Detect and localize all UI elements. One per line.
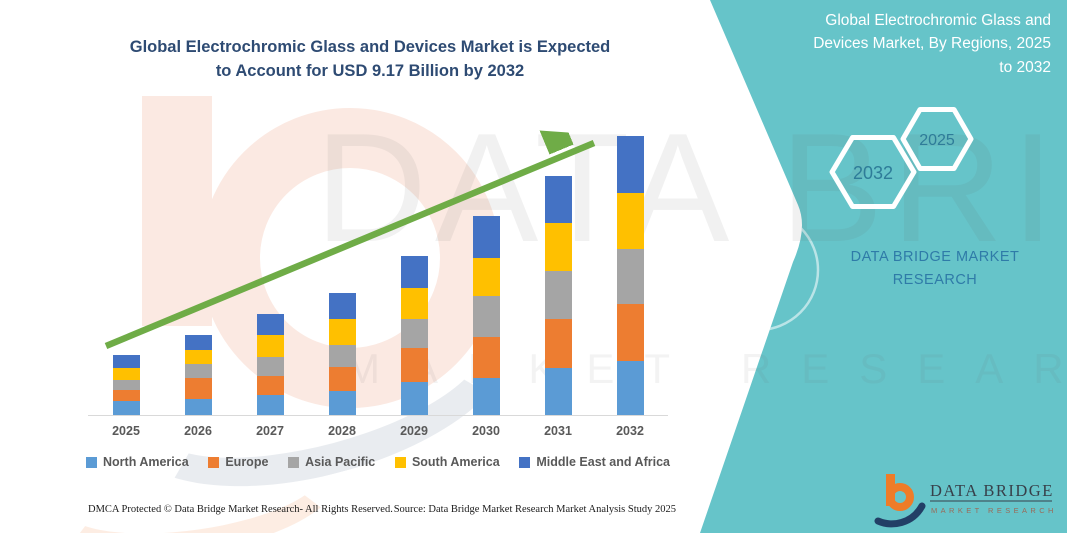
bar-segment-2031-asia-pacific	[544, 271, 572, 319]
bar-segment-2025-asia-pacific	[112, 380, 140, 391]
legend-item-middle-east-and-africa: Middle East and Africa	[519, 455, 670, 469]
legend-label: Europe	[225, 455, 269, 469]
x-axis-label-2026: 2026	[184, 424, 212, 438]
x-axis-label-2029: 2029	[400, 424, 428, 438]
bar-segment-2028-middle-east-and-africa	[328, 293, 356, 319]
bar-2026	[184, 335, 212, 415]
legend-label: South America	[411, 455, 500, 469]
x-axis-label-2031: 2031	[544, 424, 572, 438]
bar-segment-2032-middle-east-and-africa	[616, 135, 644, 193]
x-axis-label-2025: 2025	[112, 424, 140, 438]
bar-segment-2031-middle-east-and-africa	[544, 175, 572, 223]
bar-segment-2032-europe	[616, 303, 644, 362]
bar-segment-2025-north-america	[112, 401, 140, 415]
legend-swatch	[86, 456, 97, 468]
bar-segment-2028-asia-pacific	[328, 344, 356, 367]
bar-segment-2027-asia-pacific	[256, 356, 284, 377]
logo-tagline: MARKET RESEARCH	[931, 506, 1057, 515]
bar-segment-2025-middle-east-and-africa	[112, 355, 140, 369]
bar-segment-2030-north-america	[472, 378, 500, 415]
bar-2032	[616, 135, 644, 415]
legend-label: Asia Pacific	[305, 455, 376, 469]
bar-segment-2029-asia-pacific	[400, 319, 428, 348]
bar-segment-2029-middle-east-and-africa	[400, 255, 428, 288]
bar-segment-2026-asia-pacific	[184, 363, 212, 378]
bar-segment-2025-europe	[112, 390, 140, 402]
bar-segment-2030-europe	[472, 336, 500, 379]
footer-source-text: Source: Data Bridge Market Research Mark…	[393, 504, 676, 515]
bar-2031	[544, 175, 572, 415]
logo-b-bowl	[886, 483, 914, 511]
bar-segment-2030-south-america	[472, 258, 500, 297]
chart-title: Global Electrochromic Glass and Devices …	[129, 38, 611, 80]
watermark-text-market-research: MARKET RESEARCH	[345, 345, 1067, 392]
bar-segment-2026-north-america	[184, 398, 212, 415]
bar-segment-2031-europe	[544, 318, 572, 368]
legend-swatch	[394, 456, 406, 468]
legend-swatch	[208, 456, 220, 468]
bar-segment-2027-north-america	[256, 394, 284, 415]
bar-segment-2025-south-america	[112, 368, 140, 381]
x-axis-label-2028: 2028	[328, 424, 356, 438]
legend-item-south-america: South America	[394, 455, 500, 469]
bar-segment-2032-south-america	[616, 192, 644, 249]
legend-item-north-america: North America	[86, 455, 189, 469]
bar-2027	[256, 314, 284, 415]
logo-name: DATA BRIDGE	[930, 481, 1054, 500]
x-axis-label-2032: 2032	[616, 424, 644, 438]
bar-segment-2027-middle-east-and-africa	[256, 314, 284, 336]
bar-segment-2030-asia-pacific	[472, 296, 500, 337]
bar-segment-2027-south-america	[256, 335, 284, 357]
bar-segment-2029-south-america	[400, 287, 428, 320]
logo-swoosh	[874, 502, 926, 528]
legend-label: Middle East and Africa	[536, 455, 670, 469]
footer: DMCA Protected © Data Bridge Market Rese…	[88, 504, 676, 515]
bar-2029	[400, 255, 428, 415]
x-axis-label-2027: 2027	[256, 424, 284, 438]
legend-swatch	[288, 456, 300, 468]
legend-label: North America	[103, 455, 189, 469]
x-axis-label-2030: 2030	[472, 424, 500, 438]
bar-segment-2029-europe	[400, 348, 428, 382]
bar-segment-2032-asia-pacific	[616, 248, 644, 304]
legend: North America Europe Asia Pacific South Ame…	[86, 455, 670, 469]
bar-segment-2031-south-america	[544, 222, 572, 272]
bar-segment-2028-south-america	[328, 318, 356, 345]
bar-segment-2031-north-america	[544, 367, 572, 415]
panel-heading: Global Electrochromic Glass and Devices …	[813, 12, 1051, 76]
x-axis-labels: 2025 2026 2027 2028 2029 2030 2031 2032	[88, 424, 668, 442]
bar-segment-2027-europe	[256, 376, 284, 395]
bar-segment-2030-middle-east-and-africa	[472, 216, 500, 259]
bar-segment-2026-europe	[184, 377, 212, 399]
bar-segment-2029-north-america	[400, 381, 428, 415]
legend-item-europe: Europe	[208, 455, 268, 469]
legend-item-asia-pacific: Asia Pacific	[288, 455, 375, 469]
databridge-logo: DATA BRIDGE MARKET RESEARCH	[874, 474, 1057, 528]
bar-segment-2028-europe	[328, 366, 356, 391]
plot-area	[88, 120, 668, 416]
bar-2028	[328, 293, 356, 415]
footer-dmca-text: DMCA Protected © Data Bridge Market Rese…	[88, 504, 393, 515]
legend-swatch	[519, 456, 531, 468]
bar-segment-2026-south-america	[184, 349, 212, 364]
bar-segment-2032-north-america	[616, 361, 644, 415]
bar-2025	[112, 355, 140, 415]
bar-2030	[472, 216, 500, 415]
bar-segment-2026-middle-east-and-africa	[184, 335, 212, 350]
brand-text: DATA BRIDGE MARKET RESEARCH	[850, 249, 1020, 289]
teal-panel-shape	[700, 0, 1067, 533]
bar-segment-2028-north-america	[328, 391, 356, 415]
